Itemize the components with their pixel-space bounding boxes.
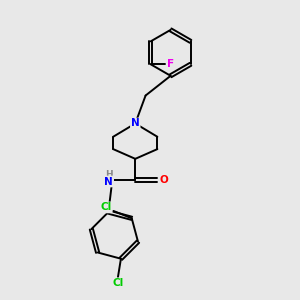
Text: Cl: Cl [112, 278, 124, 288]
Text: H: H [106, 170, 113, 179]
Text: F: F [167, 59, 174, 69]
Text: N: N [131, 118, 140, 128]
Text: O: O [160, 175, 168, 185]
Text: N: N [104, 176, 113, 187]
Text: Cl: Cl [100, 202, 112, 212]
